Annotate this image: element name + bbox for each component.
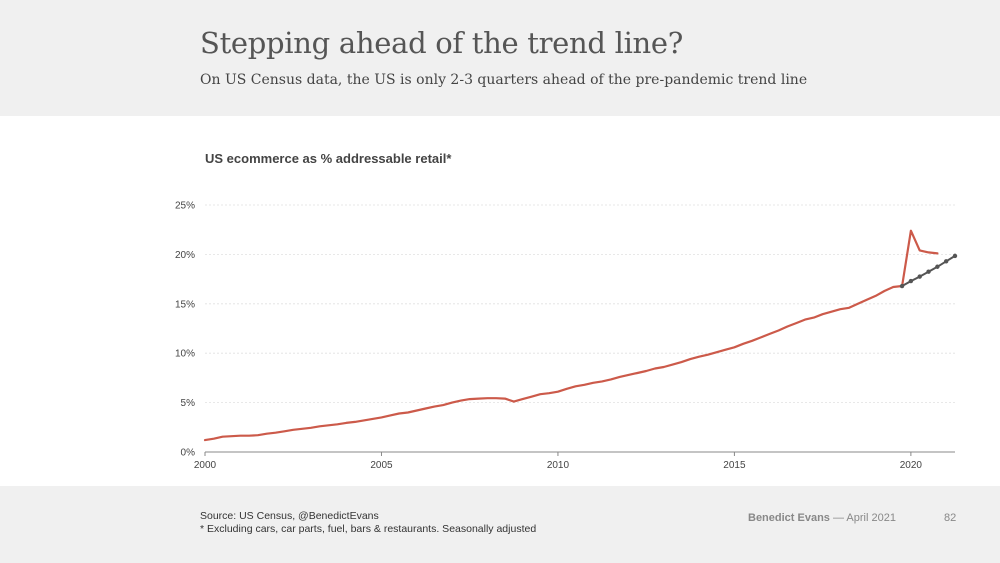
chart-title: US ecommerce as % addressable retail*: [205, 151, 452, 166]
y-tick-label: 25%: [175, 201, 195, 212]
x-tick-label: 2005: [370, 460, 393, 471]
trend-point: [917, 274, 922, 279]
x-tick-label: 2010: [547, 460, 570, 471]
trend-point: [926, 269, 931, 274]
x-tick-label: 2015: [723, 460, 746, 471]
line-chart: 0% 5% 10% 15% 20% 25% 2000 2005 2010 2015 2020: [175, 201, 958, 471]
brand-date: — April 2021: [829, 512, 896, 524]
page-number: 82: [944, 512, 957, 524]
y-tick-label: 10%: [175, 349, 195, 360]
x-tick-label: 2020: [900, 460, 923, 471]
page-subtitle: On US Census data, the US is only 2-3 qu…: [200, 72, 808, 88]
brand-name: Benedict Evans: [748, 512, 830, 524]
y-tick-label: 20%: [175, 250, 195, 261]
trend-point: [952, 253, 958, 259]
footer-band: Source: US Census, @BenedictEvans * Excl…: [0, 486, 1000, 563]
trend-point: [899, 283, 905, 289]
header-band: Stepping ahead of the trend line? On US …: [0, 0, 1000, 116]
brand-credit: Benedict Evans — April 2021: [748, 512, 896, 524]
trend-point: [908, 278, 914, 284]
y-tick-label: 0%: [181, 448, 196, 459]
y-tick-label: 15%: [175, 299, 195, 310]
source-line: Source: US Census, @BenedictEvans: [200, 510, 379, 522]
source-note: Source: US Census, @BenedictEvans * Excl…: [200, 510, 536, 536]
trend-point: [935, 264, 940, 269]
x-tick-label: 2000: [194, 460, 217, 471]
y-tick-label: 5%: [181, 398, 196, 409]
ecommerce-share-line: [203, 229, 939, 442]
footnote-line: * Excluding cars, car parts, fuel, bars …: [200, 523, 537, 535]
trend-point: [943, 259, 949, 264]
page-title: Stepping ahead of the trend line?: [200, 26, 684, 60]
